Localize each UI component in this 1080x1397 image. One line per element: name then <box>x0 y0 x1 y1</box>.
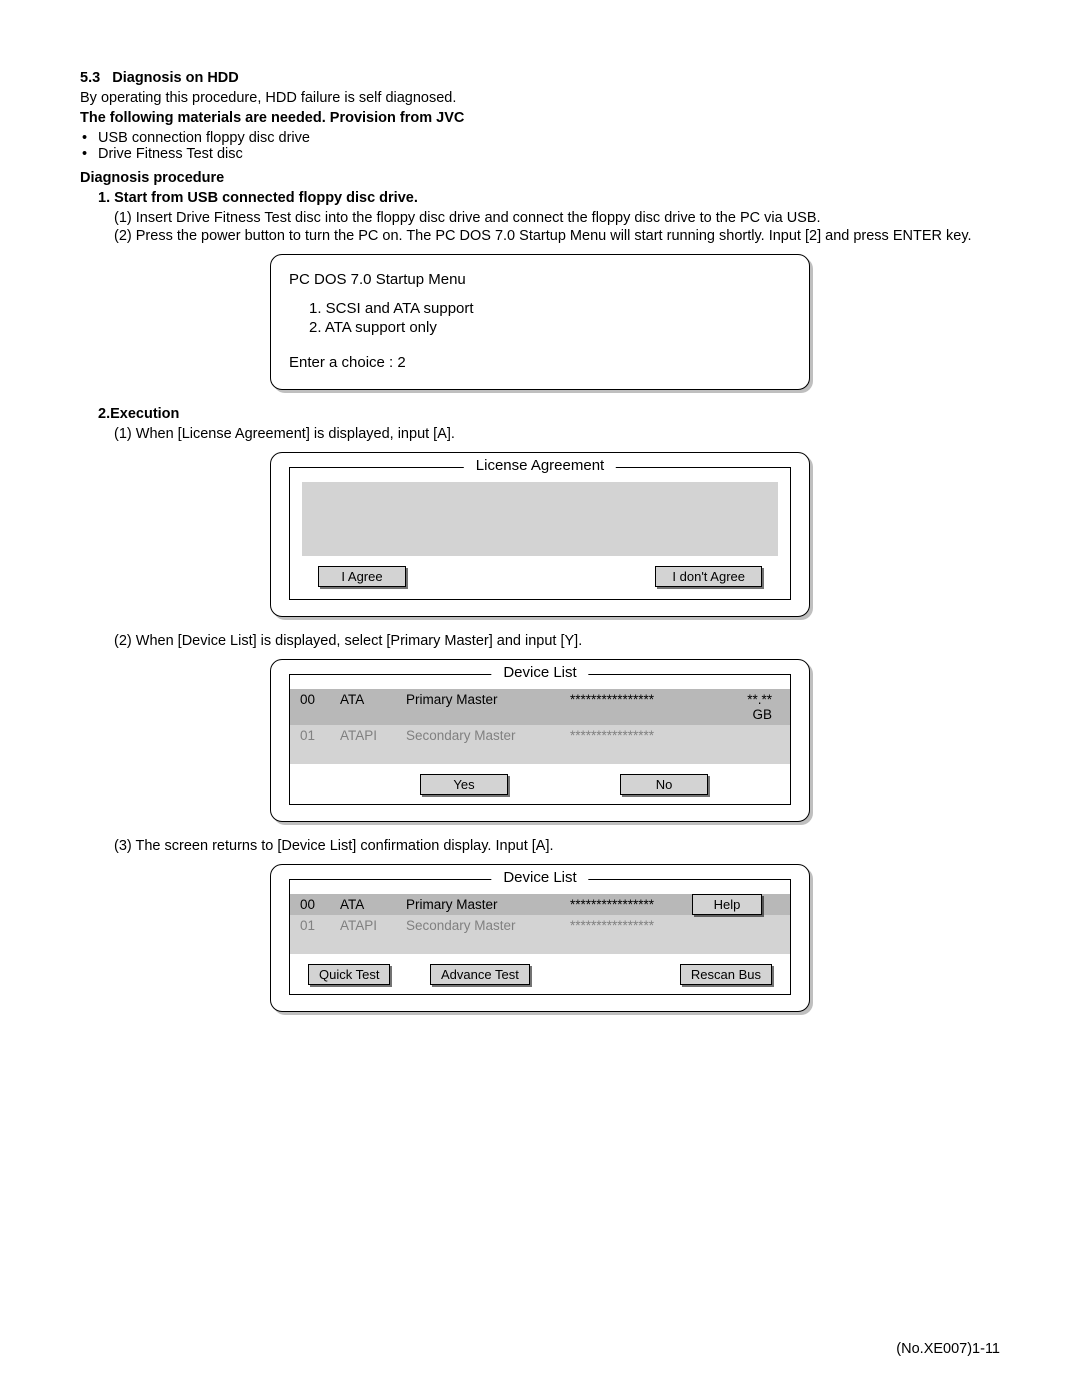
materials-list: USB connection floppy disc drive Drive F… <box>80 130 1000 162</box>
step1-heading: 1. Start from USB connected floppy disc … <box>80 190 1000 206</box>
material-item: Drive Fitness Test disc <box>94 146 1000 162</box>
step2-item: (2) When [Device List] is displayed, sel… <box>80 633 1000 649</box>
device-id: 01 <box>300 728 326 743</box>
license-title: License Agreement <box>464 457 616 474</box>
no-button[interactable]: No <box>620 774 708 795</box>
device-name: Primary Master <box>406 692 556 722</box>
device-size <box>724 918 780 933</box>
license-fieldset: License Agreement I Agree I don't Agree <box>289 467 791 600</box>
device-list-title: Device List <box>491 869 588 886</box>
device-list-dialog-1: Device List 00 ATA Primary Master ******… <box>270 659 810 822</box>
step2-item: (1) When [License Agreement] is displaye… <box>80 426 1000 442</box>
device-list-title: Device List <box>491 664 588 681</box>
startup-option: 2. ATA support only <box>289 319 791 336</box>
help-button[interactable]: Help <box>692 894 762 915</box>
device-stars: **************** <box>570 728 710 743</box>
device-list-fieldset: Device List Help 00 ATA Primary Master *… <box>289 879 791 995</box>
section-title: Diagnosis on HDD <box>112 70 238 86</box>
step1-item: (1) Insert Drive Fitness Test disc into … <box>80 210 1000 226</box>
device-table: 00 ATA Primary Master **************** *… <box>290 689 790 764</box>
advance-test-button[interactable]: Advance Test <box>430 964 530 985</box>
device-size: **.** GB <box>724 692 780 722</box>
device-row[interactable]: 01 ATAPI Secondary Master **************… <box>290 915 790 936</box>
startup-title: PC DOS 7.0 Startup Menu <box>289 271 791 288</box>
device-name: Secondary Master <box>406 918 556 933</box>
quick-test-button[interactable]: Quick Test <box>308 964 390 985</box>
device-id: 01 <box>300 918 326 933</box>
license-dialog: License Agreement I Agree I don't Agree <box>270 452 810 617</box>
device-stars: **************** <box>570 897 710 912</box>
section-number: 5.3 <box>80 70 100 86</box>
device-id: 00 <box>300 897 326 912</box>
section-heading: 5.3 Diagnosis on HDD <box>80 70 1000 86</box>
procedure-heading: Diagnosis procedure <box>80 170 1000 186</box>
device-type: ATAPI <box>340 728 392 743</box>
dont-agree-button[interactable]: I don't Agree <box>655 566 762 587</box>
device-stars: **************** <box>570 692 710 722</box>
materials-heading: The following materials are needed. Prov… <box>80 110 1000 126</box>
device-type: ATA <box>340 897 392 912</box>
device-size <box>724 728 780 743</box>
device-id: 00 <box>300 692 326 722</box>
startup-menu-dialog: PC DOS 7.0 Startup Menu 1. SCSI and ATA … <box>270 254 810 390</box>
page-footer: (No.XE007)1-11 <box>896 1341 1000 1357</box>
device-list-fieldset: Device List 00 ATA Primary Master ******… <box>289 674 791 805</box>
material-item: USB connection floppy disc drive <box>94 130 1000 146</box>
step2-heading: 2.Execution <box>80 406 1000 422</box>
device-name: Secondary Master <box>406 728 556 743</box>
device-type: ATAPI <box>340 918 392 933</box>
step2-item: (3) The screen returns to [Device List] … <box>80 838 1000 854</box>
device-stars: **************** <box>570 918 710 933</box>
device-type: ATA <box>340 692 392 722</box>
device-list-dialog-2: Device List Help 00 ATA Primary Master *… <box>270 864 810 1012</box>
rescan-bus-button[interactable]: Rescan Bus <box>680 964 772 985</box>
step1-item: (2) Press the power button to turn the P… <box>80 228 1000 244</box>
intro-text: By operating this procedure, HDD failure… <box>80 90 1000 106</box>
license-text-area <box>302 482 778 556</box>
device-row[interactable]: 01 ATAPI Secondary Master **************… <box>290 725 790 746</box>
yes-button[interactable]: Yes <box>420 774 508 795</box>
device-name: Primary Master <box>406 897 556 912</box>
device-row-selected[interactable]: 00 ATA Primary Master **************** *… <box>290 689 790 725</box>
startup-prompt: Enter a choice : 2 <box>289 354 791 371</box>
agree-button[interactable]: I Agree <box>318 566 406 587</box>
startup-option: 1. SCSI and ATA support <box>289 300 791 317</box>
